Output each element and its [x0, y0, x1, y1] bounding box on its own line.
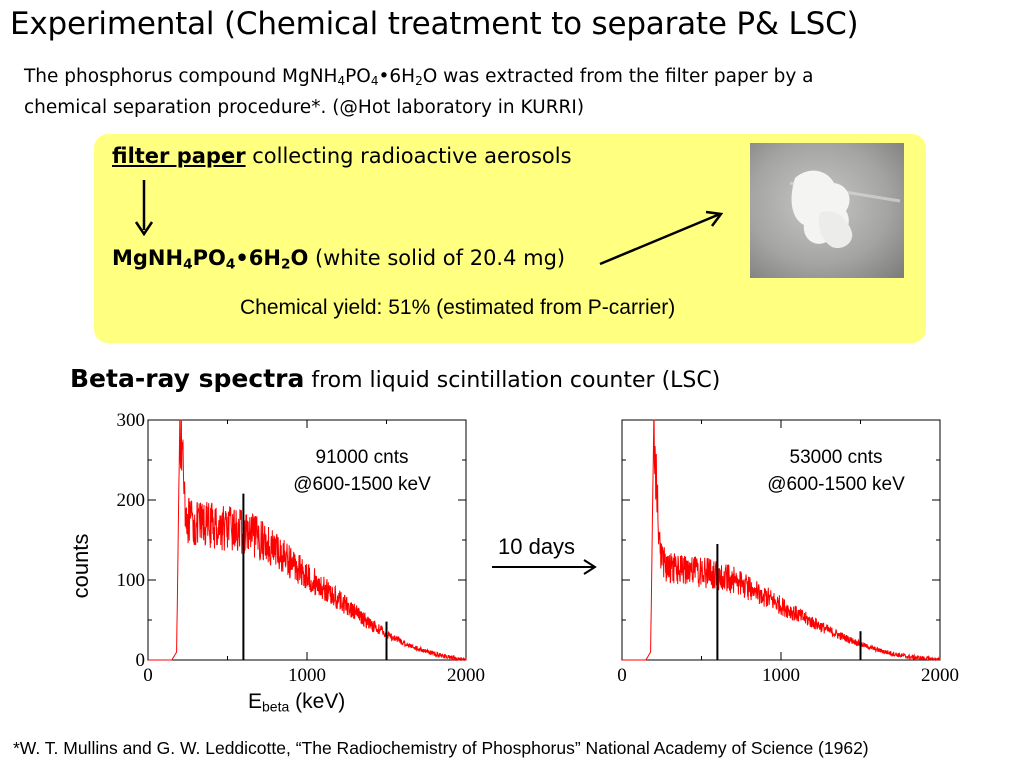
- count-annotation-line1: 53000 cnts: [790, 447, 883, 468]
- down-arrow-icon: [134, 180, 154, 237]
- section-heading: Beta-ray spectra from liquid scintillati…: [70, 364, 720, 393]
- filter-paper-line: filter paper collecting radioactive aero…: [112, 144, 572, 168]
- count-annotation-line2: @600-1500 keV: [767, 474, 905, 495]
- spectrum-chart-1: 0 1000 2000 0 100 200 300 91000 cnts @600-1500 k…: [117, 410, 486, 686]
- x-tick-label: 2000: [921, 665, 959, 686]
- compound-formula: MgNH4PO4•6H2O: [112, 246, 309, 273]
- intro-line1-d: O was extracted from the filter paper by…: [422, 66, 814, 87]
- section-heading-rest: from liquid scintillation counter (LSC): [304, 368, 721, 393]
- intro-line2: chemical separation procedure*. (@Hot la…: [24, 97, 585, 118]
- x-tick-label: 2000: [447, 665, 485, 686]
- intro-sub2: 4: [370, 74, 379, 88]
- section-heading-bold: Beta-ray spectra: [70, 364, 305, 393]
- x-tick-label: 1000: [762, 665, 800, 686]
- intro-line1-a: The phosphorus compound MgNH: [24, 66, 338, 87]
- interval-label: 10 days: [498, 534, 576, 559]
- page-title: Experimental (Chemical treatment to sepa…: [10, 6, 859, 42]
- y-tick-label: 300: [117, 410, 146, 431]
- intro-sub1: 4: [337, 74, 346, 88]
- compound-desc: (white solid of 20.4 mg): [308, 246, 566, 270]
- compound-line: MgNH4PO4•6H2O (white solid of 20.4 mg): [112, 246, 566, 273]
- x-tick-label: 1000: [288, 665, 326, 686]
- intro-sub3: 2: [415, 74, 423, 88]
- spectrum-series-line: [622, 419, 941, 662]
- filter-paper-term: filter paper: [112, 144, 246, 168]
- reference-footnote: *W. T. Mullins and G. W. Leddicotte, “Th…: [13, 738, 869, 758]
- filter-paper-desc: collecting radioactive aerosols: [245, 144, 572, 168]
- diagonal-arrow-icon: [599, 210, 724, 266]
- y-tick-label: 100: [117, 570, 146, 591]
- spectrum-series-line: [148, 419, 467, 662]
- intro-line1-b: PO: [345, 66, 371, 87]
- chemical-yield: Chemical yield: 51% (estimated from P-ca…: [240, 296, 676, 319]
- sample-photo: [750, 143, 904, 278]
- intro-text: The phosphorus compound MgNH4PO4•6H2O wa…: [24, 61, 1014, 123]
- y-tick-label: 0: [136, 650, 146, 671]
- intro-line1-c: •6H: [378, 66, 416, 87]
- count-annotation-line2: @600-1500 keV: [293, 474, 431, 495]
- y-axis-label-text: counts: [68, 534, 93, 599]
- x-axis-label: Ebeta (keV): [248, 690, 346, 715]
- plot-frame: [621, 419, 941, 661]
- x-tick-label: 0: [617, 665, 627, 686]
- spectrum-chart-2: 0 1000 2000 53000 cnts @600-1500 keV: [617, 419, 959, 686]
- count-annotation-line1: 91000 cnts: [316, 447, 409, 468]
- x-tick-label: 0: [143, 665, 153, 686]
- y-axis-label: counts: [68, 534, 93, 599]
- y-tick-label: 200: [117, 490, 146, 511]
- right-arrow-icon: [492, 559, 597, 575]
